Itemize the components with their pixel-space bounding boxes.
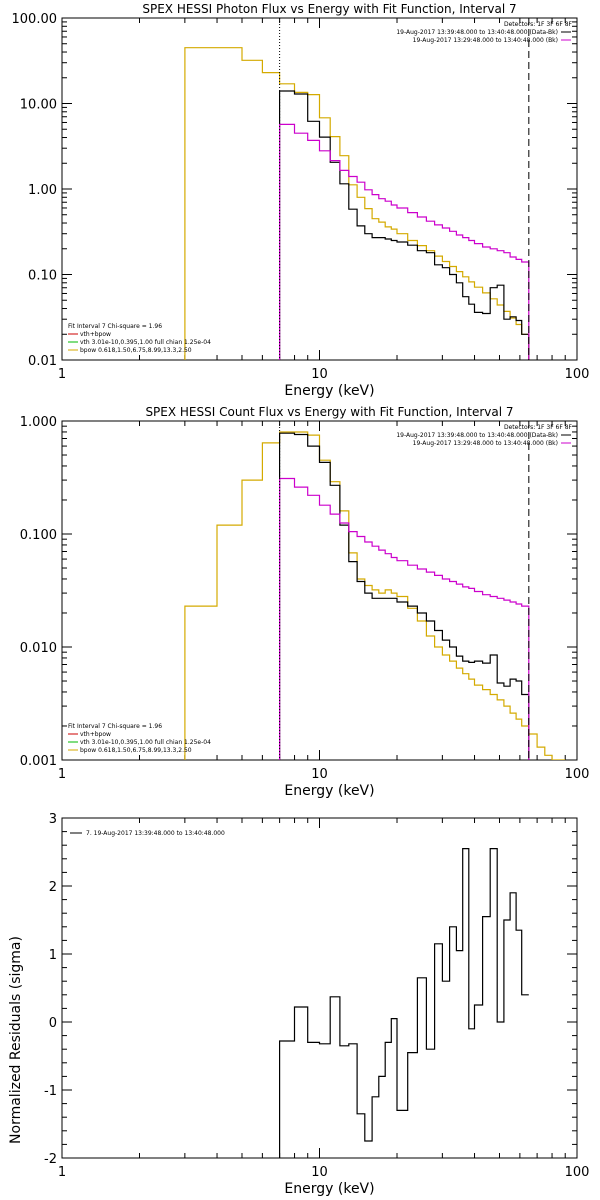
x-axis-label: Energy (keV) bbox=[284, 383, 374, 399]
x-tick-label: 1 bbox=[58, 367, 66, 382]
x-tick-label: 1 bbox=[58, 1165, 66, 1180]
plot-area bbox=[184, 421, 566, 760]
legend-bottom-entry: vth 3.01e-10,0.395,1.00 full chian 1.25e… bbox=[80, 339, 211, 346]
legend-top-entry: 19-Aug-2017 13:29:48.000 to 13:40:48.000… bbox=[413, 440, 558, 447]
chart-panel-3: 1 10 100 -2 -1 0 1 2 3 Energy (keV) Normalized Res… bbox=[8, 812, 589, 1197]
series-background-line bbox=[279, 477, 530, 760]
legend-bottom-entry: vth 3.01e-10,0.395,1.00 full chian 1.25e… bbox=[80, 739, 211, 746]
legend-top-entry: Detectors: 1F 3F 6F 8F bbox=[504, 424, 573, 431]
chart-panel-1: SPEX HESSI Photon Flux vs Energy with Fi… bbox=[12, 2, 590, 399]
y-tick-label: -2 bbox=[44, 1152, 57, 1167]
series-data-line bbox=[279, 432, 530, 760]
y-tick-label: 0.001 bbox=[20, 754, 57, 769]
y-tick-label: 0.10 bbox=[28, 269, 57, 284]
x-axis-label: Energy (keV) bbox=[284, 783, 374, 799]
legend-bottom-entry: Fit Interval 7 Chi-square = 1.96 bbox=[68, 323, 162, 330]
x-axis-label: Energy (keV) bbox=[284, 1181, 374, 1197]
plot-area bbox=[184, 18, 530, 360]
y-tick-label: 1.00 bbox=[28, 183, 57, 198]
y-tick-label: 10.00 bbox=[20, 98, 57, 113]
legend-bottom-entry: bpow 0.618,1.50,6.75,8.99,13.3,2.50 bbox=[80, 747, 192, 754]
chart-title: SPEX HESSI Photon Flux vs Energy with Fi… bbox=[142, 2, 516, 16]
legend-residual-entry: 7. 19-Aug-2017 13:39:48.000 to 13:40:48.… bbox=[86, 830, 225, 837]
x-tick-label: 10 bbox=[311, 1165, 328, 1180]
plot-frame bbox=[61, 420, 578, 761]
plot-area bbox=[279, 848, 529, 1158]
x-tick-label: 1 bbox=[58, 767, 66, 782]
y-tick-label: 100.00 bbox=[12, 12, 58, 27]
x-tick-label: 100 bbox=[565, 1165, 590, 1180]
x-tick-label: 10 bbox=[311, 367, 328, 382]
y-tick-label: 1 bbox=[49, 948, 57, 963]
legend-top-entry: 19-Aug-2017 13:39:48.000 to 13:40:48.000… bbox=[396, 29, 558, 36]
x-tick-label: 10 bbox=[311, 767, 328, 782]
chart-panel-2: SPEX HESSI Count Flux vs Energy with Fit… bbox=[20, 405, 590, 799]
y-tick-label: 0.010 bbox=[20, 641, 57, 656]
legend-top-entry: 19-Aug-2017 13:39:48.000 to 13:40:48.000… bbox=[396, 432, 558, 439]
legend-bottom-entry: vth+bpow bbox=[80, 731, 111, 738]
y-tick-label: -1 bbox=[44, 1084, 57, 1099]
y-tick-label: 2 bbox=[49, 880, 57, 895]
y-tick-label: 0 bbox=[49, 1016, 57, 1031]
chart-title: SPEX HESSI Count Flux vs Energy with Fit… bbox=[145, 405, 513, 419]
legend-top-entry: 19-Aug-2017 13:29:48.000 to 13:40:48.000… bbox=[413, 37, 558, 44]
y-tick-label: 0.100 bbox=[20, 528, 57, 543]
plot-frame bbox=[61, 817, 578, 1159]
series-data-line bbox=[279, 90, 530, 360]
x-tick-label: 100 bbox=[565, 767, 590, 782]
legend-top-entry: Detectors: 1F 3F 6F 8F bbox=[504, 21, 573, 28]
series-model-line bbox=[184, 47, 530, 360]
y-tick-label: 1.000 bbox=[20, 415, 57, 430]
series-background-line bbox=[279, 123, 530, 360]
y-tick-label: 0.01 bbox=[28, 354, 57, 369]
series-model-line bbox=[184, 431, 566, 760]
legend-bottom-entry: Fit Interval 7 Chi-square = 1.96 bbox=[68, 723, 162, 730]
y-tick-label: 3 bbox=[49, 812, 57, 827]
series-data-line bbox=[279, 848, 529, 1158]
plot-frame bbox=[61, 17, 578, 361]
x-tick-label: 100 bbox=[565, 367, 590, 382]
legend-bottom-entry: vth+bpow bbox=[80, 331, 111, 338]
legend-bottom-entry: bpow 0.618,1.50,6.75,8.99,13.3,2.50 bbox=[80, 347, 192, 354]
y-axis-label: Normalized Residuals (sigma) bbox=[8, 936, 24, 1144]
